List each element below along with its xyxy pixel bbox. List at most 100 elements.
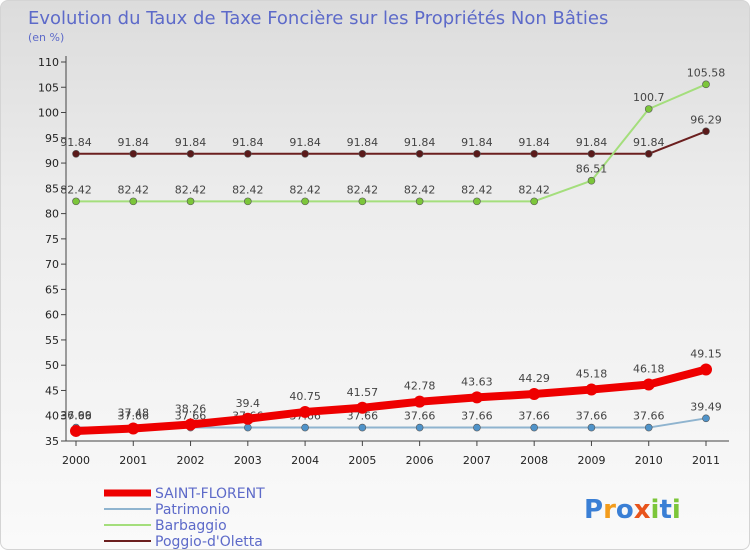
- data-point: [470, 391, 483, 404]
- data-label: 91.84: [518, 136, 550, 149]
- data-point: [244, 423, 252, 432]
- data-point: [473, 197, 481, 206]
- logo-letter: i: [672, 495, 681, 525]
- y-tick-label: 80: [45, 208, 59, 221]
- data-point: [473, 423, 481, 432]
- data-label: 37.66: [404, 410, 436, 423]
- data-label: 37.66: [175, 410, 207, 423]
- data-point: [127, 422, 140, 435]
- legend-label: Poggio-d'Oletta: [155, 534, 263, 550]
- series-poggio-d-oletta: 91.84 91.84 91.84 91.84 91.84 91.84 91.84 91.84…: [60, 113, 722, 158]
- x-tick-label: 2003: [234, 454, 262, 467]
- data-label: 82.42: [404, 183, 436, 196]
- data-label: 44.29: [518, 372, 550, 385]
- data-label: 96.29: [690, 113, 722, 126]
- logo-letter: o: [616, 495, 634, 525]
- proxiti-logo: Proxiti: [584, 495, 681, 525]
- data-label: 82.42: [518, 183, 550, 196]
- data-label: 91.84: [576, 136, 608, 149]
- data-point: [301, 423, 309, 432]
- data-label: 82.42: [461, 183, 493, 196]
- legend-label: Patrimonio: [155, 502, 230, 518]
- data-point: [358, 149, 367, 158]
- data-point: [644, 423, 653, 432]
- data-point: [299, 405, 312, 418]
- data-label: 49.15: [690, 347, 722, 360]
- series-saint-florent: 36.99 37.48 38.26 39.4 40.75 41.57 42.78 43.63 4…: [60, 347, 722, 437]
- data-point: [358, 197, 367, 206]
- data-point: [528, 388, 541, 401]
- data-point: [530, 149, 538, 158]
- series-line: [72, 365, 710, 435]
- y-tick-label: 50: [45, 359, 59, 372]
- logo-letter: r: [603, 495, 616, 525]
- data-label: 91.84: [461, 136, 493, 149]
- logo-letter: x: [634, 495, 651, 525]
- data-point: [301, 149, 309, 158]
- data-label: 37.48: [118, 406, 150, 419]
- data-point: [72, 197, 80, 206]
- x-tick-label: 2007: [463, 454, 491, 467]
- data-point: [415, 149, 424, 158]
- data-point: [129, 149, 138, 158]
- y-tick-label: 100: [38, 107, 59, 120]
- x-tick-label: 2006: [406, 454, 434, 467]
- legend: SAINT-FLORENTPatrimonioBarbaggioPoggio-d…: [104, 486, 265, 550]
- data-label: 91.84: [118, 136, 150, 149]
- x-tick-label: 2009: [577, 454, 605, 467]
- data-point: [644, 149, 653, 158]
- data-point: [702, 80, 710, 89]
- x-tick-label: 2008: [520, 454, 548, 467]
- data-point: [184, 418, 197, 431]
- series-line: [75, 83, 707, 203]
- data-point: [473, 149, 481, 158]
- y-tick-label: 65: [45, 283, 59, 296]
- data-label: 37.66: [461, 410, 493, 423]
- data-label: 82.42: [175, 183, 207, 196]
- legend-item: Patrimonio: [104, 502, 230, 518]
- data-label: 37.66: [118, 410, 150, 423]
- y-tick-label: 55: [45, 334, 59, 347]
- data-point: [244, 149, 252, 158]
- y-tick-label: 40: [45, 410, 59, 423]
- data-point: [244, 197, 252, 206]
- logo-wordmark: Proxiti: [584, 495, 681, 525]
- data-label: 91.84: [232, 136, 264, 149]
- legend-item: SAINT-FLORENT: [104, 486, 265, 502]
- y-tick-label: 95: [45, 132, 59, 145]
- x-tick-label: 2011: [692, 454, 720, 467]
- data-point: [587, 423, 596, 432]
- x-tick-label: 2010: [635, 454, 663, 467]
- legend-item: Poggio-d'Oletta: [104, 534, 263, 550]
- data-label: 37.66: [633, 410, 665, 423]
- y-tick-label: 105: [38, 81, 59, 94]
- data-label: 37.66: [518, 410, 550, 423]
- x-tick-label: 2000: [62, 454, 90, 467]
- data-label: 91.84: [347, 136, 379, 149]
- series-layer: 91.84 91.84 91.84 91.84 91.84 91.84 91.84 91.84…: [60, 66, 725, 437]
- data-point: [644, 105, 653, 113]
- logo-letter: t: [659, 495, 671, 525]
- y-tick-label: 70: [45, 258, 59, 271]
- data-label: 45.18: [576, 368, 608, 381]
- legend-label: SAINT-FLORENT: [155, 486, 265, 502]
- data-label: 37.66: [347, 410, 379, 423]
- data-label: 91.84: [633, 136, 665, 149]
- data-point: [129, 197, 138, 206]
- data-point: [702, 127, 710, 136]
- chart-title: Evolution du Taux de Taxe Foncière sur l…: [28, 8, 608, 29]
- series-line: [75, 130, 707, 155]
- y-tick-label: 85: [45, 182, 59, 195]
- data-label: 91.84: [289, 136, 321, 149]
- data-point: [587, 176, 596, 185]
- data-label: 38.26: [175, 403, 207, 416]
- data-label: 86.51: [576, 163, 608, 176]
- data-point: [642, 378, 655, 391]
- logo-letter: i: [651, 495, 660, 525]
- data-label: 82.42: [347, 183, 379, 196]
- data-label: 37.66: [576, 410, 608, 423]
- data-label: 39.4: [236, 397, 261, 410]
- data-point: [72, 149, 80, 158]
- data-label: 91.84: [175, 136, 207, 149]
